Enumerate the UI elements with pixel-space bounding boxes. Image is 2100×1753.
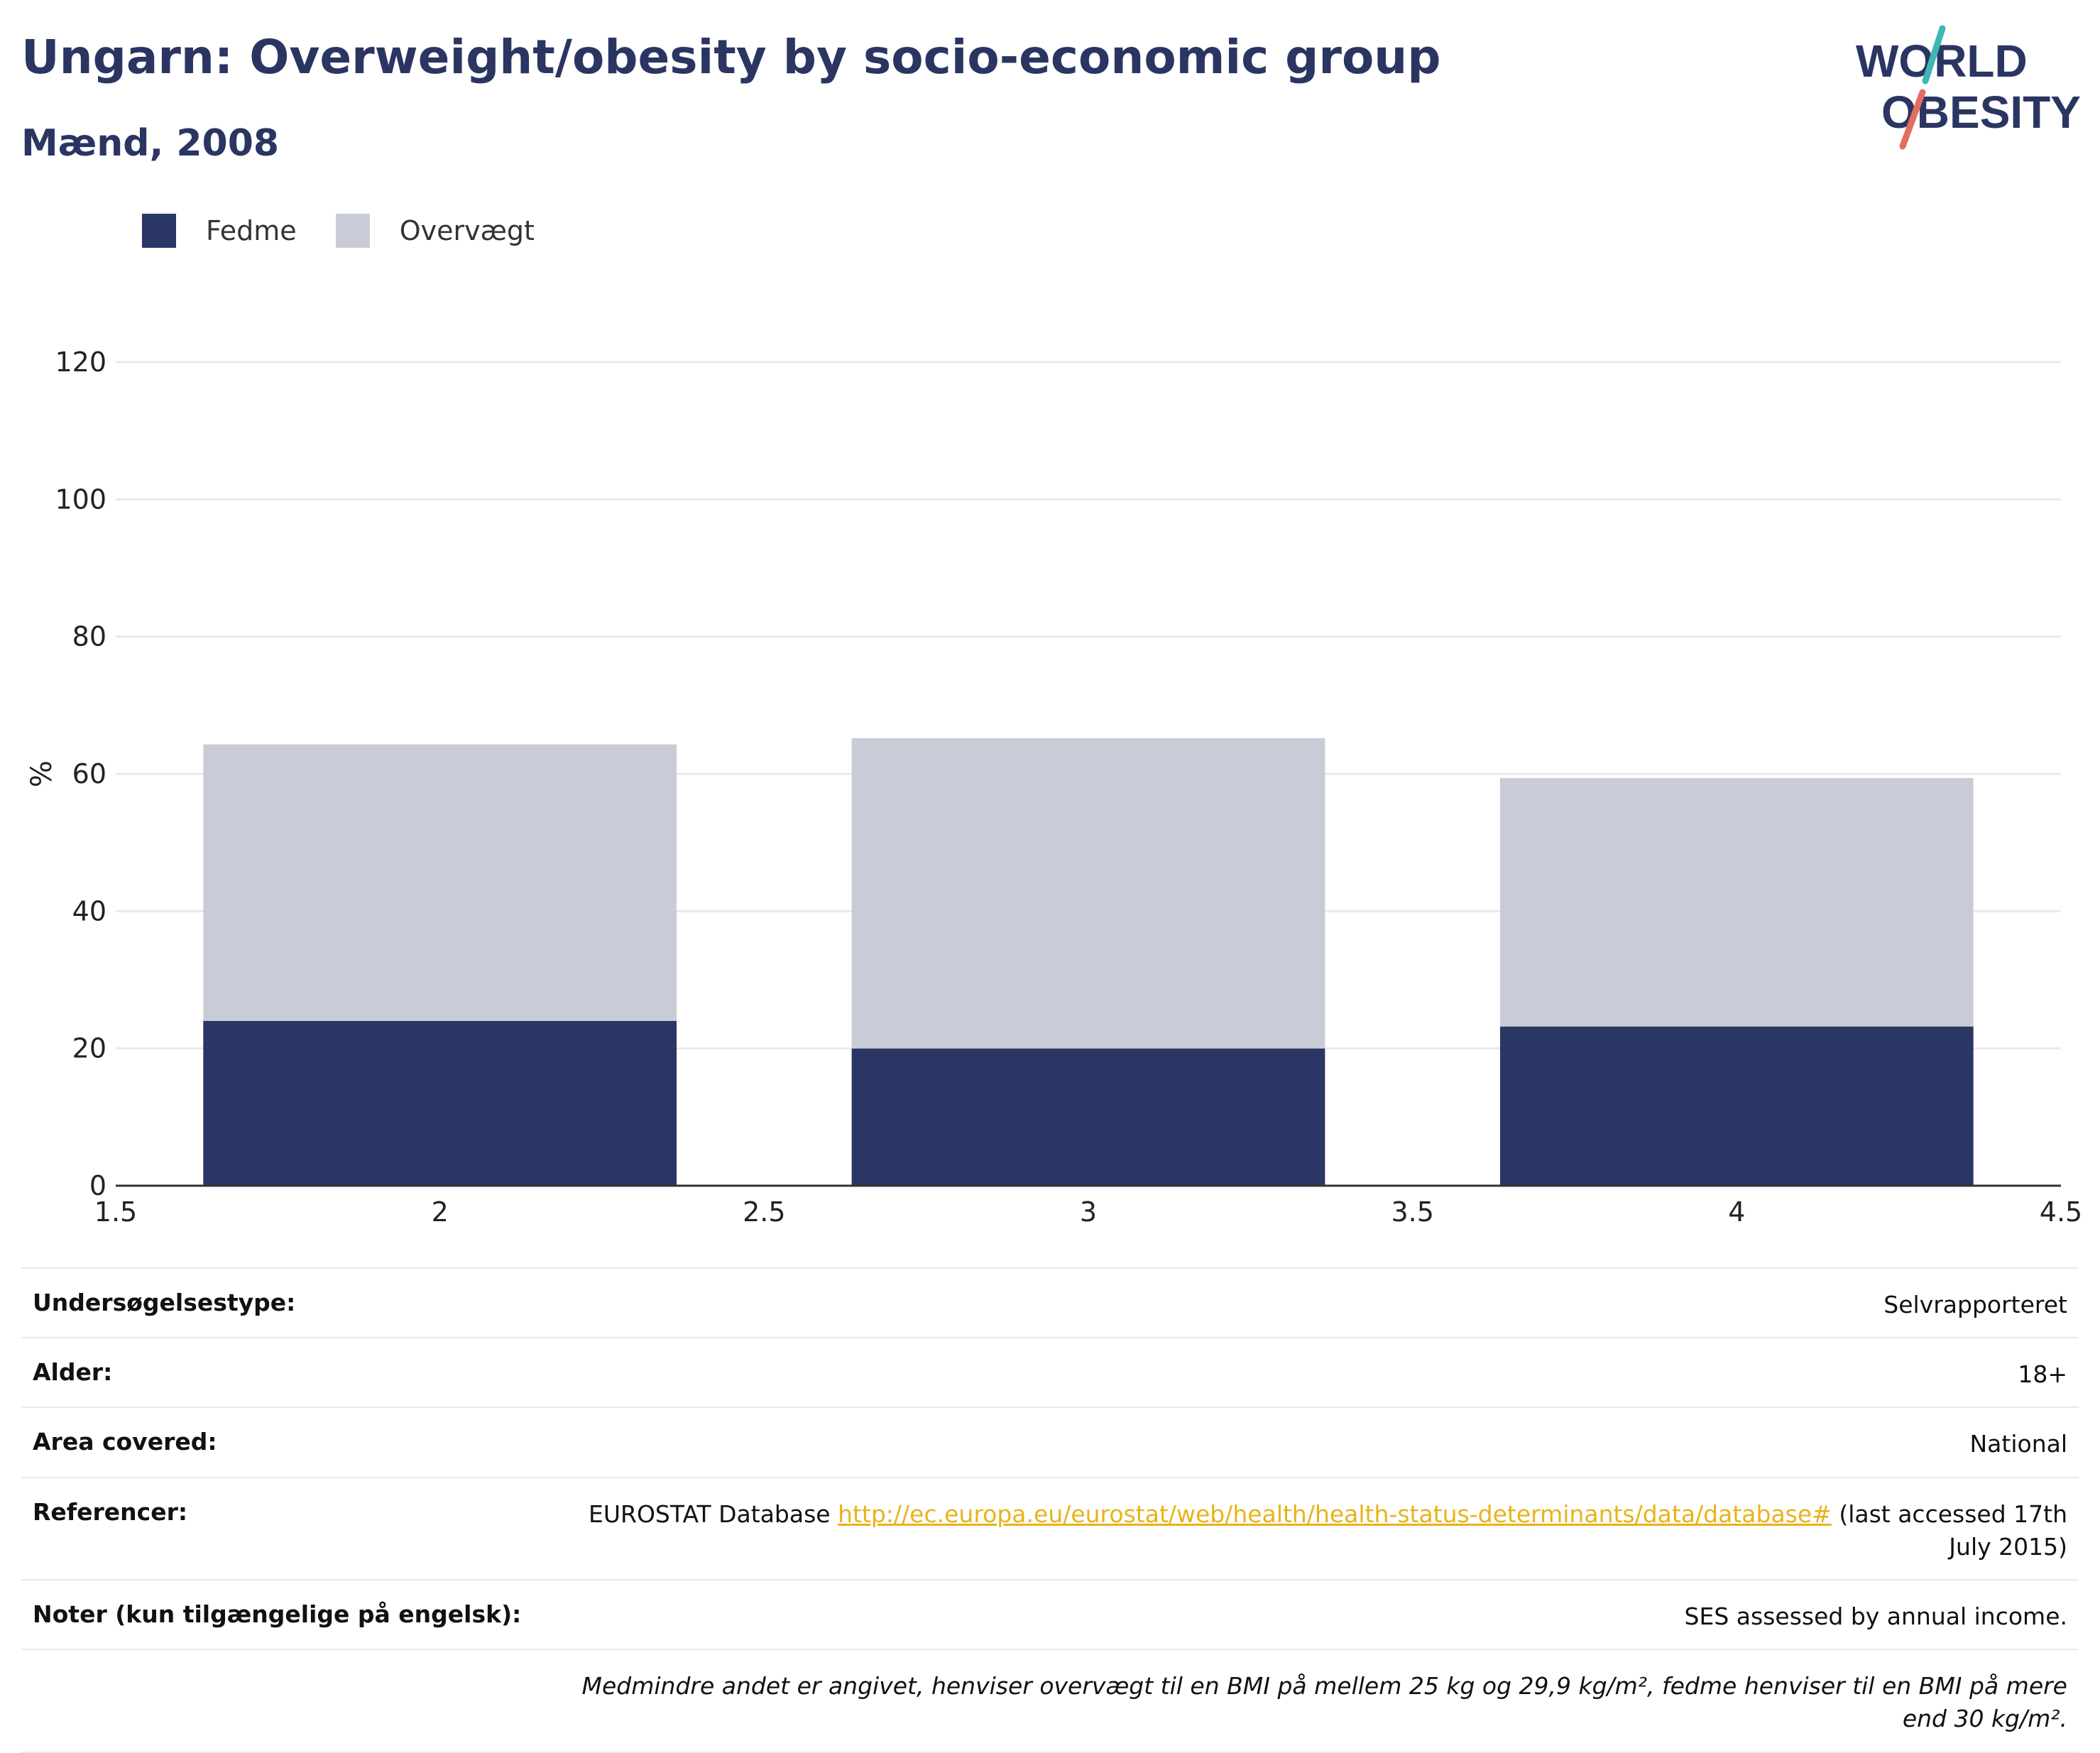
logo-word-world: WORLD bbox=[1856, 36, 2028, 87]
info-key: Referencer: bbox=[33, 1497, 188, 1526]
info-key: Area covered: bbox=[33, 1428, 217, 1456]
x-tick-label: 2.5 bbox=[743, 1196, 785, 1228]
logo-slash-bottom bbox=[1899, 89, 1926, 150]
bar-chart: 0 20 40 60 80 100 120 1.5 2 2.5 3 3.5 4 4.5% bbox=[26, 346, 2082, 1228]
bar-fedme bbox=[203, 1021, 677, 1186]
reference-suffix: (last accessed 17th July 2015) bbox=[1831, 1500, 2067, 1561]
y-axis-label: % bbox=[26, 760, 58, 787]
info-row-notes: Noter (kun tilgængelige på engelsk): SES… bbox=[21, 1578, 2079, 1649]
legend: Fedme Overvægt bbox=[142, 209, 574, 252]
info-value: EUROSTAT Database http://ec.europa.eu/eu… bbox=[576, 1498, 2067, 1563]
footnote-text: Medmindre andet er angivet, henviser ove… bbox=[581, 1672, 2067, 1733]
legend-swatch-overvaegt bbox=[335, 214, 370, 248]
bar-overvaegt bbox=[851, 738, 1325, 1049]
x-tick-label: 4.5 bbox=[2040, 1196, 2082, 1228]
info-key: Undersøgelsestype: bbox=[33, 1289, 296, 1316]
legend-label-overvaegt: Overvægt bbox=[399, 215, 535, 246]
y-tick-label: 40 bbox=[72, 895, 106, 927]
bar-fedme bbox=[851, 1048, 1325, 1186]
y-tick-label: 100 bbox=[55, 484, 106, 515]
info-value: SES assessed by annual income. bbox=[1684, 1602, 2067, 1630]
x-tick-label: 1.5 bbox=[94, 1196, 137, 1228]
info-row-references: Referencer: EUROSTAT Database http://ec.… bbox=[21, 1476, 2079, 1579]
x-tick-label: 4 bbox=[1728, 1196, 1745, 1228]
world-obesity-logo: WORLD OBESITY bbox=[1856, 25, 2081, 150]
x-tick-label: 3 bbox=[1080, 1196, 1097, 1228]
reference-link[interactable]: http://ec.europa.eu/eurostat/web/health/… bbox=[838, 1500, 1832, 1528]
info-row-survey-type: Undersøgelsestype: Selvrapporteret bbox=[21, 1267, 2079, 1337]
logo-slash-top bbox=[1922, 25, 1946, 84]
info-row-age: Alder: 18+ bbox=[21, 1337, 2079, 1407]
info-table: Undersøgelsestype: Selvrapporteret Alder… bbox=[21, 1267, 2079, 1753]
legend-item-overvaegt[interactable]: Overvægt bbox=[335, 214, 535, 248]
info-key: Alder: bbox=[33, 1358, 113, 1387]
bar-fedme bbox=[1499, 1026, 1974, 1186]
y-tick-label: 60 bbox=[72, 758, 106, 790]
y-tick-label: 0 bbox=[89, 1170, 106, 1201]
legend-swatch-fedme bbox=[142, 214, 176, 248]
info-row-area: Area covered: National bbox=[21, 1407, 2079, 1476]
legend-item-fedme[interactable]: Fedme bbox=[142, 214, 297, 248]
legend-label-fedme: Fedme bbox=[206, 215, 297, 246]
chart-title: Ungarn: Overweight/obesity by socio-econ… bbox=[21, 30, 1441, 84]
info-value: National bbox=[1969, 1430, 2067, 1458]
y-tick-label: 80 bbox=[72, 621, 106, 652]
bar-overvaegt bbox=[203, 744, 677, 1021]
chart-subtitle: Mænd, 2008 bbox=[21, 122, 280, 165]
x-tick-label: 2 bbox=[432, 1196, 449, 1228]
y-tick-label: 20 bbox=[72, 1033, 106, 1064]
y-tick-label: 120 bbox=[55, 346, 106, 378]
info-key: Noter (kun tilgængelige på engelsk): bbox=[33, 1600, 522, 1628]
info-value: Selvrapporteret bbox=[1883, 1291, 2067, 1318]
x-tick-label: 3.5 bbox=[1391, 1196, 1433, 1228]
info-value: 18+ bbox=[2018, 1360, 2067, 1389]
bar-overvaegt bbox=[1499, 777, 1974, 1027]
reference-prefix: EUROSTAT Database bbox=[589, 1500, 838, 1528]
info-footnote: Medmindre andet er angivet, henviser ove… bbox=[21, 1649, 2079, 1753]
